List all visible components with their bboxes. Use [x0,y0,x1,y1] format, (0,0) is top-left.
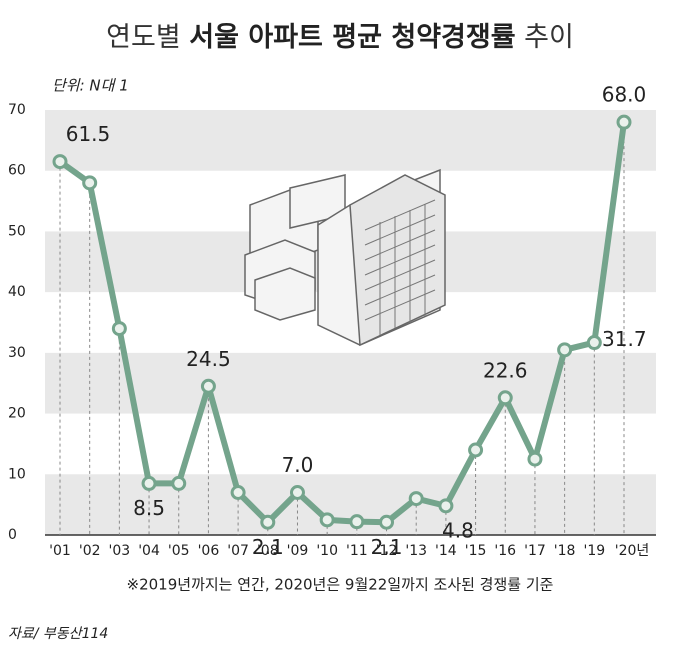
data-point [260,514,276,530]
y-tick-label: 30 [8,345,26,361]
data-label: 4.8 [442,518,474,542]
x-tick-label: '07 [227,543,249,559]
x-tick-label: '06 [198,543,220,559]
y-tick-label: 60 [8,163,26,179]
data-label: 31.7 [602,327,647,351]
data-point [557,342,573,358]
data-point [319,512,335,528]
data-label: 2.1 [371,535,403,559]
title-part: 추이 [524,22,574,53]
data-label: 8.5 [133,496,165,520]
building-illustration [244,168,446,347]
y-tick-label: 40 [8,284,26,300]
x-tick-label: '19 [583,543,605,559]
x-tick-label: '10 [316,543,338,559]
x-tick-label: '14 [435,543,457,559]
data-point [379,514,395,530]
data-point [289,485,305,500]
data-point [141,475,157,491]
data-label: 7.0 [282,453,314,477]
data-label: 22.6 [483,358,528,382]
x-tick-label: '12 [376,543,398,559]
x-tick-label: '18 [554,543,576,559]
x-tick-label: '20년 [615,543,650,559]
x-tick-label: '15 [465,543,487,559]
data-point [230,485,246,500]
x-tick-label: '17 [524,543,546,559]
x-tick-label: '08 [257,543,279,559]
chart-title: 연도별 서울 아파트 평균 청약경쟁률 추이 [106,22,574,53]
data-label: 24.5 [186,347,231,371]
x-tick-label: '16 [494,543,516,559]
data-label: 2.1 [252,535,284,559]
y-tick-label: 70 [8,102,26,118]
title-part: 서울 아파트 평균 청약경쟁률 [189,22,515,53]
data-point [408,491,424,507]
data-label: 61.5 [66,122,111,146]
y-tick-label: 0 [8,527,17,543]
y-tick-label: 10 [8,466,26,482]
x-tick-label: '03 [109,543,131,559]
data-label: 68.0 [602,83,647,107]
y-tick-label: 50 [8,223,26,239]
data-point [468,442,484,458]
data-point [200,378,216,394]
data-point [438,498,454,514]
y-tick-label: 20 [8,406,26,422]
x-tick-label: '01 [49,543,71,559]
data-point [497,390,513,406]
data-point [527,451,543,467]
data-point [111,321,127,337]
footnote: ※2019년까지는 연간, 2020년은 9월22일까지 조사된 경쟁률 기준 [127,576,554,594]
x-tick-label: '05 [168,543,190,559]
data-point [171,475,187,491]
unit-label: 단위: N대 1 [52,77,129,95]
data-point [82,175,98,191]
data-point [586,335,602,351]
grid-band [45,110,656,171]
source: 자료/ 부동산114 [8,626,108,642]
title-part: 연도별 [106,22,181,53]
x-tick-label: '09 [287,543,309,559]
x-tick-label: '02 [79,543,101,559]
x-tick-label: '13 [405,543,427,559]
x-tick-label: '11 [346,543,368,559]
data-point [52,154,68,170]
data-point [616,114,632,130]
x-tick-label: '04 [138,543,160,559]
data-point [349,514,365,530]
